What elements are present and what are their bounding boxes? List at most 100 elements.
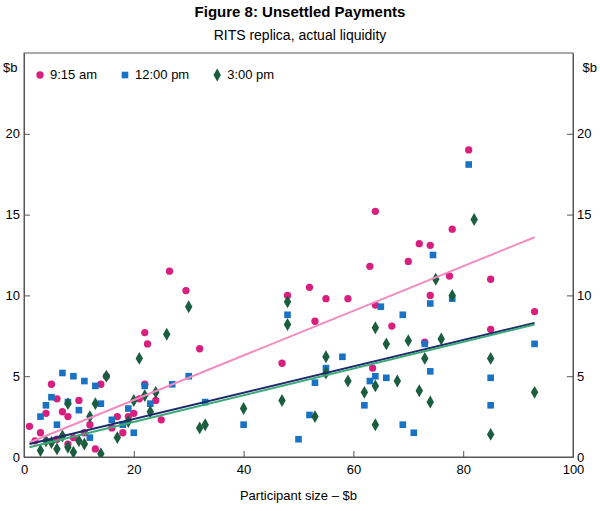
series-points	[37, 213, 539, 457]
point	[487, 374, 494, 381]
tick-mark	[353, 451, 354, 457]
point	[361, 386, 368, 399]
point	[372, 379, 379, 392]
tick-mark	[244, 451, 245, 457]
plot-area	[26, 146, 538, 457]
tick-label: 20	[577, 126, 591, 141]
point	[344, 295, 351, 302]
point	[240, 421, 247, 428]
point	[394, 375, 401, 388]
point	[465, 161, 472, 168]
tick-label: 0	[13, 450, 20, 465]
tick: 40	[237, 451, 251, 477]
y-axis-left: 05101520	[6, 54, 30, 465]
point	[449, 225, 456, 232]
tick-label: 20	[127, 462, 141, 477]
point	[48, 381, 55, 388]
series-points	[37, 161, 538, 442]
point	[344, 375, 351, 388]
point	[59, 408, 66, 415]
point	[430, 252, 437, 259]
tick-label: 0	[577, 450, 584, 465]
point	[284, 311, 291, 318]
title: Figure 8: Unsettled Payments	[195, 3, 406, 20]
tick-mark	[463, 451, 464, 457]
subtitle: RITS replica, actual liquidity	[214, 27, 387, 43]
point	[109, 417, 116, 424]
point	[136, 352, 143, 365]
tick-label: 10	[577, 288, 591, 303]
point	[103, 370, 110, 383]
tick: 15	[567, 207, 591, 222]
point	[410, 429, 417, 436]
point	[427, 368, 434, 375]
point	[312, 379, 319, 386]
tick-label: 10	[6, 288, 20, 303]
point	[311, 318, 318, 325]
point	[64, 413, 71, 420]
point	[240, 402, 247, 415]
point	[163, 328, 170, 341]
point	[531, 308, 538, 315]
point	[64, 397, 71, 410]
tick: 60	[347, 451, 361, 477]
tick-mark	[567, 376, 573, 377]
point	[75, 397, 82, 404]
point	[306, 284, 313, 291]
point	[339, 353, 346, 360]
tick-label: 15	[6, 207, 20, 222]
series-points	[26, 146, 538, 452]
point	[416, 384, 423, 397]
tick-mark	[24, 457, 30, 458]
plot-frame	[24, 53, 573, 457]
point	[399, 421, 406, 428]
point	[487, 276, 494, 283]
tick-label: 40	[237, 462, 251, 477]
point	[361, 402, 368, 409]
tick: 15	[6, 207, 30, 222]
point	[421, 341, 428, 348]
point	[196, 421, 203, 434]
tick: 0	[13, 450, 30, 465]
tick: 10	[567, 288, 591, 303]
point	[448, 289, 455, 302]
point	[427, 300, 434, 307]
point	[92, 383, 99, 390]
point	[182, 287, 189, 294]
tick-label: 5	[577, 369, 584, 384]
x-axis-title: Participant size – $b	[240, 488, 357, 503]
point	[92, 397, 99, 410]
tick-mark	[24, 376, 30, 377]
point	[369, 364, 376, 371]
point	[531, 341, 538, 348]
tick: 80	[456, 451, 470, 477]
point	[141, 383, 148, 390]
point	[421, 352, 428, 365]
tick: 20	[6, 126, 30, 141]
legend-symbol	[213, 69, 220, 82]
tick: 20	[567, 126, 591, 141]
point	[405, 334, 412, 347]
point	[119, 429, 126, 436]
point	[465, 146, 472, 153]
point	[405, 258, 412, 265]
legend-label: 12:00 pm	[135, 67, 189, 82]
point	[284, 318, 291, 331]
point	[470, 213, 477, 226]
legend-symbol	[36, 71, 43, 78]
point	[427, 242, 434, 249]
point	[322, 350, 329, 363]
point	[37, 413, 44, 420]
point	[438, 333, 445, 346]
tick-label: 60	[347, 462, 361, 477]
point	[81, 438, 88, 451]
point	[130, 429, 137, 436]
point	[284, 295, 291, 308]
tick-mark	[567, 295, 573, 296]
point	[372, 418, 379, 431]
trend-line	[29, 237, 534, 442]
point	[378, 303, 385, 310]
legend: 9:15 am12:00 pm3:00 pm	[36, 67, 274, 82]
tick: 20	[127, 451, 141, 477]
tick-label: 15	[577, 207, 591, 222]
